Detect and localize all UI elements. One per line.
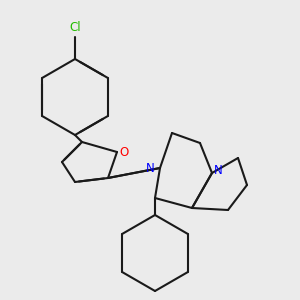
- Text: Cl: Cl: [69, 21, 81, 34]
- Text: O: O: [119, 146, 128, 158]
- Text: N: N: [146, 161, 155, 175]
- Text: N: N: [214, 164, 223, 178]
